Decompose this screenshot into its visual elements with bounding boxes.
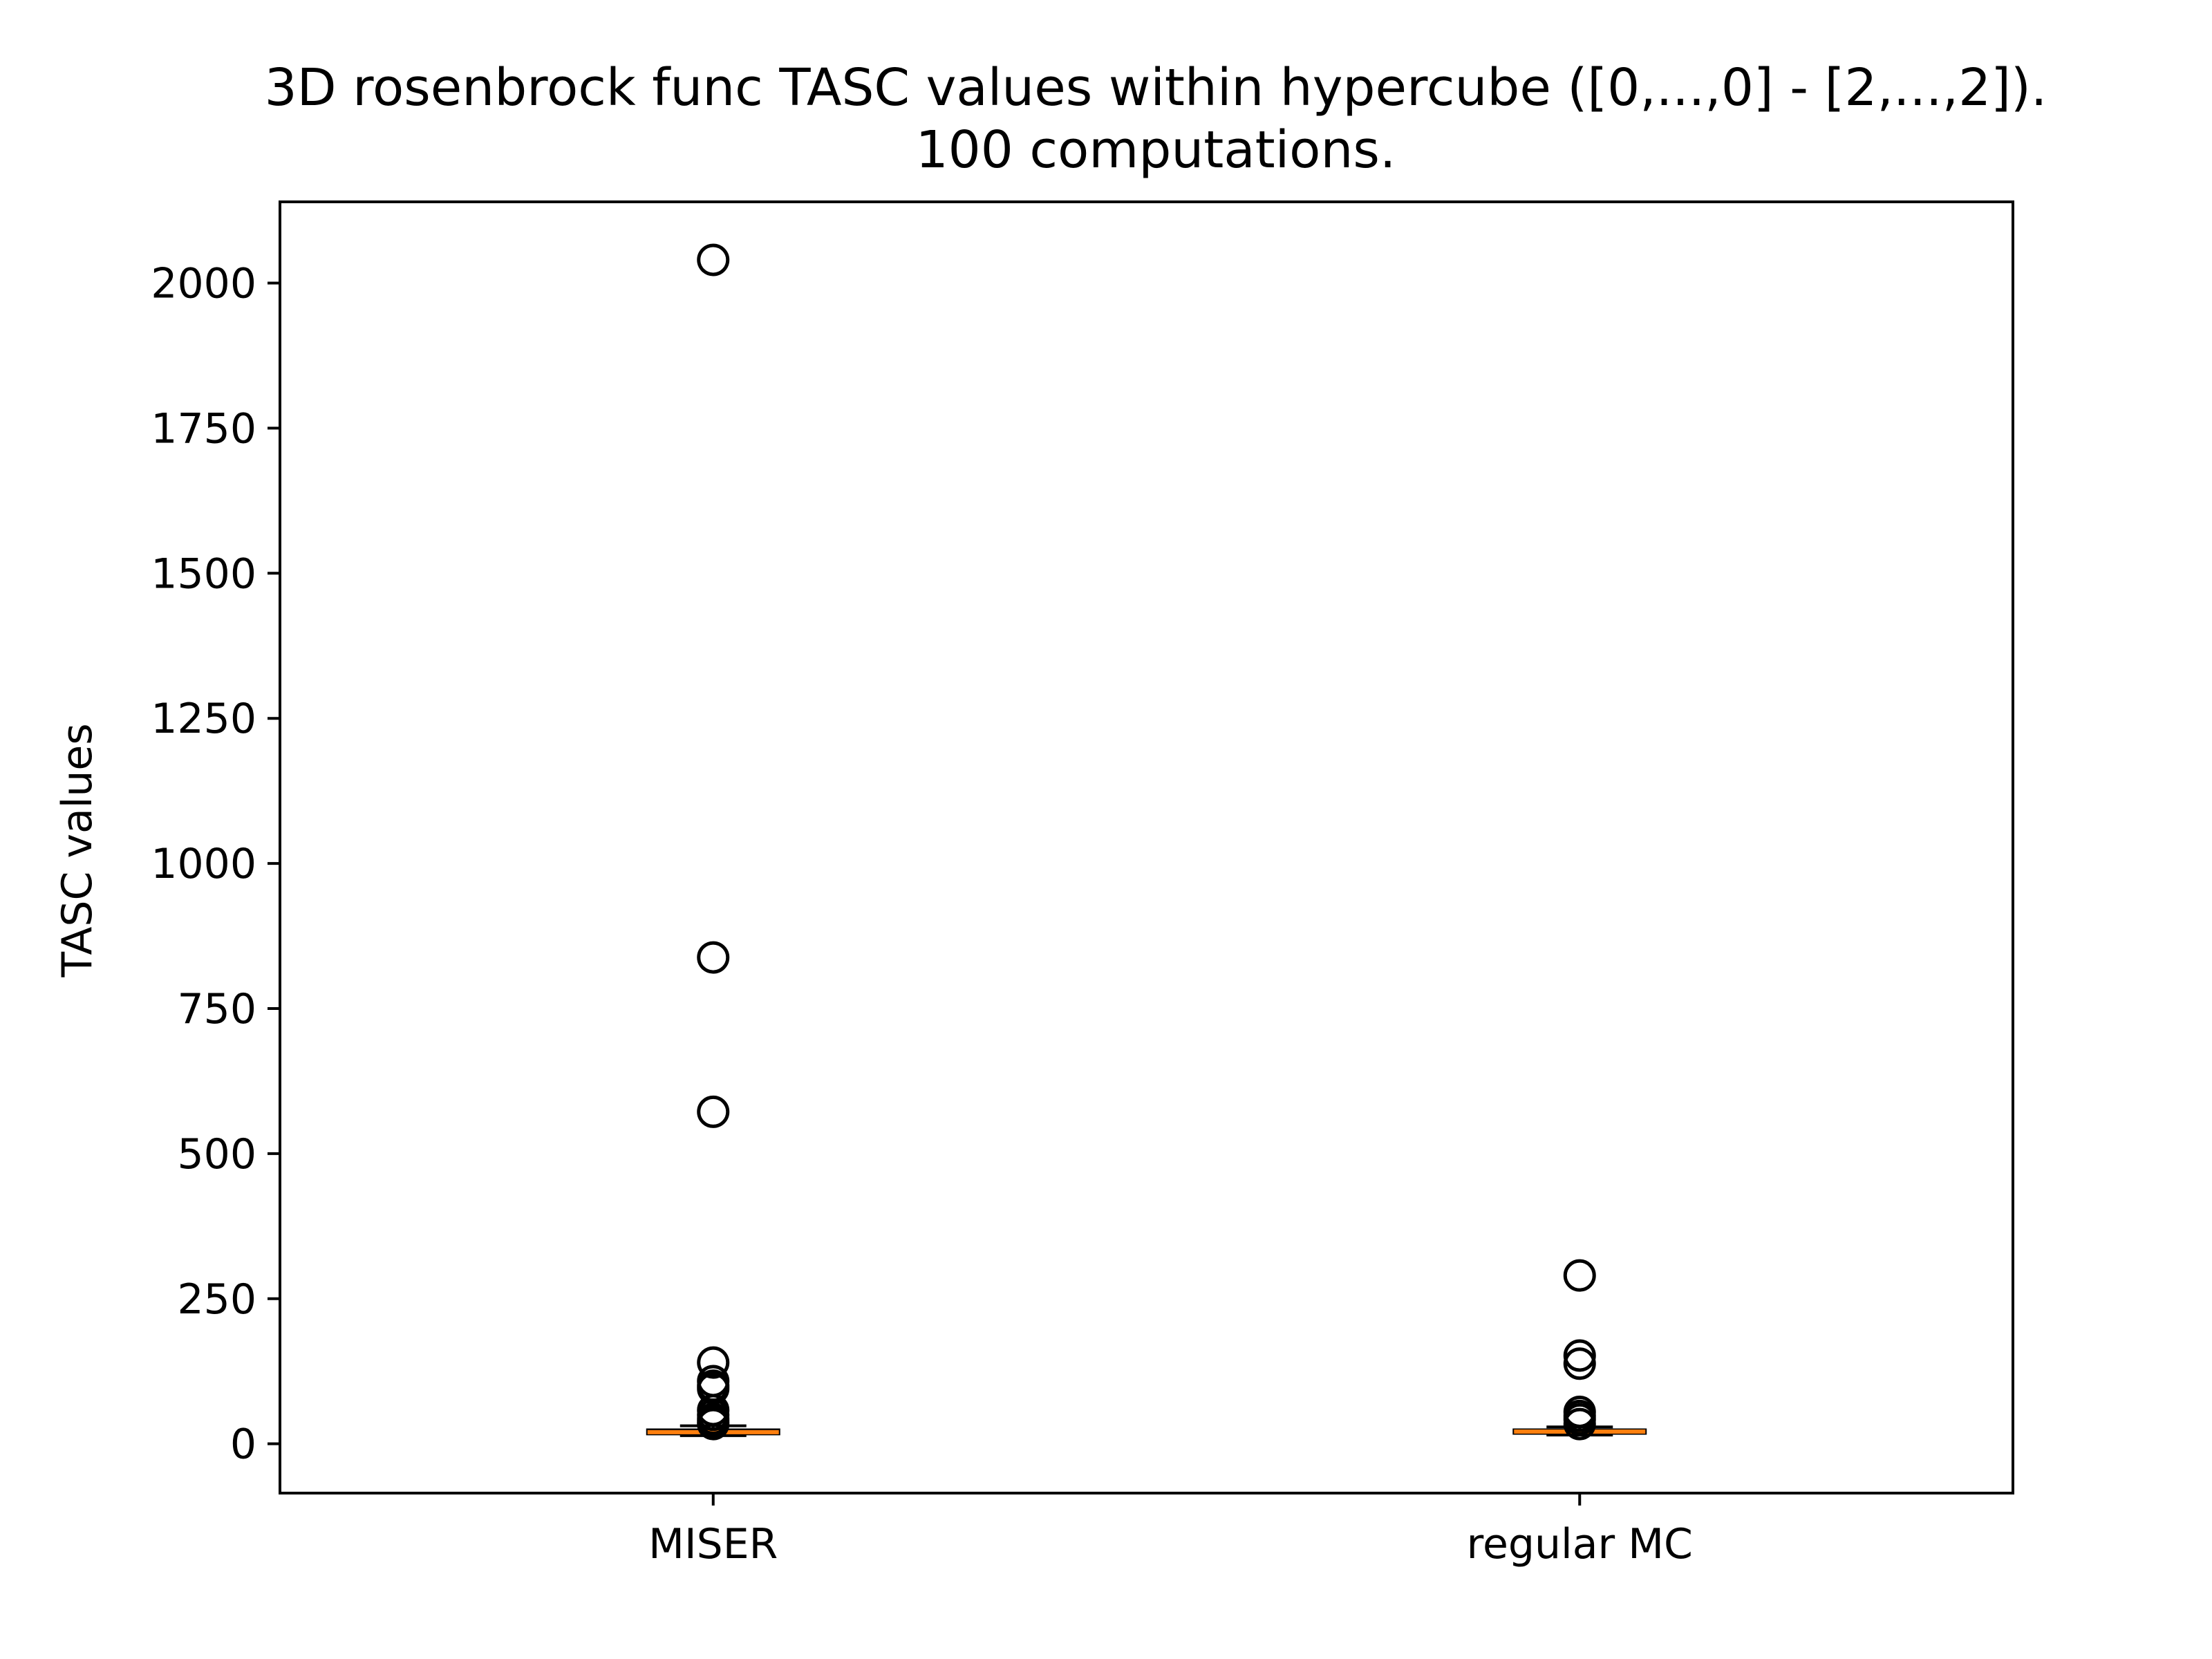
outlier-0-1 — [697, 941, 730, 974]
y-tick-label-8: 2000 — [151, 260, 256, 308]
y-tick-label-2: 500 — [177, 1130, 256, 1179]
y-tick-label-4: 1000 — [151, 840, 256, 888]
outlier-1-2 — [1563, 1347, 1596, 1380]
chart-subtitle: 100 computations. — [916, 120, 1396, 180]
outlier-1-1 — [1563, 1339, 1596, 1372]
chart-title: 3D rosenbrock func TASC values within hy… — [265, 58, 2047, 118]
plot-frame — [279, 200, 2014, 1494]
plot-area: 0 250 500 750 1000 1250 1500 1750 2000 MISER regul… — [151, 200, 2014, 1568]
outlier-1-0 — [1563, 1259, 1596, 1292]
y-axis-label: TASC values — [53, 723, 102, 977]
y-tick-label-7: 1750 — [151, 404, 256, 453]
y-tick-label-6: 1500 — [151, 550, 256, 598]
x-tick-label-0: MISER — [648, 1520, 778, 1568]
y-tick-label-1: 250 — [177, 1275, 256, 1324]
outlier-0-0 — [697, 243, 730, 276]
y-tick-label-3: 750 — [177, 985, 256, 1033]
outlier-1-6 — [1563, 1407, 1596, 1441]
x-tick-label-1: regular MC — [1467, 1520, 1693, 1568]
y-tick-label-5: 1250 — [151, 695, 256, 743]
y-tick-label-0: 0 — [230, 1421, 256, 1469]
outlier-0-11 — [697, 1407, 730, 1441]
outlier-0-2 — [697, 1095, 730, 1128]
outlier-0-3 — [697, 1346, 730, 1379]
